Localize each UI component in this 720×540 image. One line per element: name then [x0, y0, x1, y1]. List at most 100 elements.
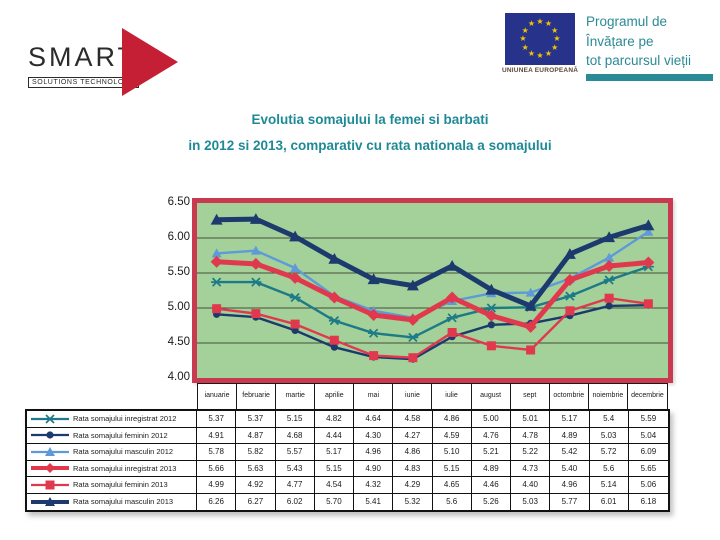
y-axis-tick-label: 4.00: [167, 371, 190, 383]
legend-label: Rata somajului feminin 2012: [73, 430, 168, 440]
value-cell: 5.41: [354, 493, 394, 510]
value-cell: 4.29: [393, 477, 433, 494]
value-cell: 5.32: [393, 493, 433, 510]
value-cell: 4.32: [354, 477, 394, 494]
eu-star-icon: ★: [521, 25, 529, 35]
value-cell: 4.30: [354, 427, 394, 444]
y-axis-tick-label: 5.50: [167, 266, 190, 278]
eu-star-icon: ★: [527, 19, 536, 29]
legend-key-icon: [31, 446, 69, 456]
value-cell: 4.46: [471, 477, 511, 494]
y-axis-tick-label: 5.00: [167, 301, 190, 313]
eu-star-icon: ★: [521, 42, 529, 52]
eu-star-icon: ★: [551, 25, 559, 35]
legend-cell: Rata somajului feminin 2012: [27, 427, 197, 444]
eu-program-line: tot parcursul vieții: [586, 53, 692, 69]
value-cell: 6.27: [236, 493, 276, 510]
legend-key-icon: [31, 414, 69, 424]
value-cell: 5.6: [433, 493, 472, 510]
month-header-cell: aprilie: [315, 384, 355, 409]
value-cell: 5.78: [197, 444, 237, 461]
value-cell: 4.27: [393, 427, 433, 444]
value-cell: 6.18: [640, 497, 657, 507]
value-cell: 4.78: [511, 427, 551, 444]
legend-cell: Rata somajului masculin 2013: [27, 493, 197, 510]
value-cell: 4.54: [314, 477, 354, 494]
eu-star-icon: ★: [536, 17, 544, 26]
value-cell: 4.99: [197, 477, 237, 494]
value-cell: 5.14: [589, 477, 629, 494]
value-cell: 4.87: [236, 427, 276, 444]
value-cell: 4.91: [197, 427, 237, 444]
value-cell: 5.22: [511, 444, 551, 461]
eu-star-icon: ★: [527, 48, 536, 58]
value-cell: 4.96: [550, 477, 590, 494]
legend-cell: Rata somajului masculin 2012: [27, 444, 197, 461]
value-cell: 4.40: [511, 477, 551, 494]
value-cell: 5.17: [314, 444, 354, 461]
eu-star-icon: ★: [544, 48, 553, 58]
value-cell: 6.26: [197, 493, 237, 510]
value-cell: 5.40: [550, 460, 590, 477]
legend-key-icon: [31, 463, 69, 474]
value-cell: 5.6: [589, 460, 629, 477]
value-cell: 5.59: [628, 411, 668, 428]
value-cell: 5.72: [589, 444, 629, 461]
value-cell: 5.42: [550, 444, 590, 461]
y-axis-tick-label: 6.00: [167, 231, 190, 243]
eu-flag-caption: UNIUNEA EUROPEANĂ: [502, 67, 579, 74]
value-cell: 5.04: [628, 428, 668, 444]
value-cell: 4.92: [236, 477, 276, 494]
y-axis-tick-label: 4.50: [167, 336, 190, 348]
legend-cell: Rata somajului inregistrat 2013: [27, 460, 197, 477]
legend-key-icon: [31, 496, 69, 506]
value-cell: 5.37: [197, 411, 237, 428]
value-cell: 6.09: [628, 444, 668, 461]
value-cell: 6.02: [276, 493, 315, 510]
eu-star-icon: ★: [536, 51, 544, 60]
value-cell: 5.03: [589, 427, 629, 444]
value-cell: 4.89: [550, 427, 590, 444]
eu-star-icon: ★: [551, 42, 559, 52]
eu-program-text: Programul de Învățare pe tot parcursul v…: [586, 12, 691, 71]
value-cell: 5.66: [197, 460, 237, 477]
smart-logo-name: SMART: [28, 42, 138, 72]
value-cell: 4.76: [471, 427, 511, 444]
value-cell: 5.15: [275, 411, 315, 428]
value-cell: 6.01: [590, 493, 629, 510]
smart-logo-triangle-icon: [122, 28, 178, 96]
value-cell: 4.86: [432, 411, 472, 428]
value-cell: 5.57: [275, 444, 315, 461]
legend-label: Rata somajului inregistrat 2013: [73, 463, 177, 473]
month-header-cell: martie: [276, 384, 316, 409]
value-cell: 5.06: [628, 477, 668, 494]
value-cell: 4.64: [354, 411, 394, 428]
value-cell: 5.00: [471, 411, 511, 428]
legend-key-icon: [31, 480, 69, 490]
value-cell: 4.96: [354, 444, 394, 461]
value-cell: 4.68: [275, 427, 315, 444]
eu-star-icon: ★: [553, 34, 561, 43]
value-cell: 4.77: [275, 477, 315, 494]
chart-plot-area: [192, 198, 673, 383]
legend-cell: Rata somajului inregistrat 2012: [27, 411, 197, 428]
eu-star-icon: ★: [544, 19, 553, 29]
eu-flag-icon: ★ ★ ★ ★ ★ ★ ★ ★ ★ ★ ★ ★: [505, 13, 575, 65]
month-header-cell: sept: [511, 384, 550, 409]
value-cell: 5.4: [589, 411, 629, 428]
value-cell: 4.89: [471, 460, 511, 477]
slide-title-line1: Evolutia somajului la femei si barbati: [251, 112, 489, 127]
eu-program-line: Învățare pe: [586, 33, 654, 49]
value-cell: 5.37: [236, 411, 276, 428]
value-cell: 5.17: [550, 411, 590, 428]
month-header-cell: noiembrie: [589, 384, 628, 409]
month-header-cell: mai: [354, 384, 394, 409]
value-cell: 4.58: [393, 411, 433, 428]
month-header-cell: ianuarie: [198, 384, 238, 409]
value-cell: 4.73: [511, 460, 551, 477]
eu-accent-bar: [586, 74, 713, 81]
value-cell: 5.82: [236, 444, 276, 461]
month-header-cell: august: [472, 384, 511, 409]
value-cell: 5.21: [471, 444, 511, 461]
legend-key-icon: [31, 431, 69, 439]
